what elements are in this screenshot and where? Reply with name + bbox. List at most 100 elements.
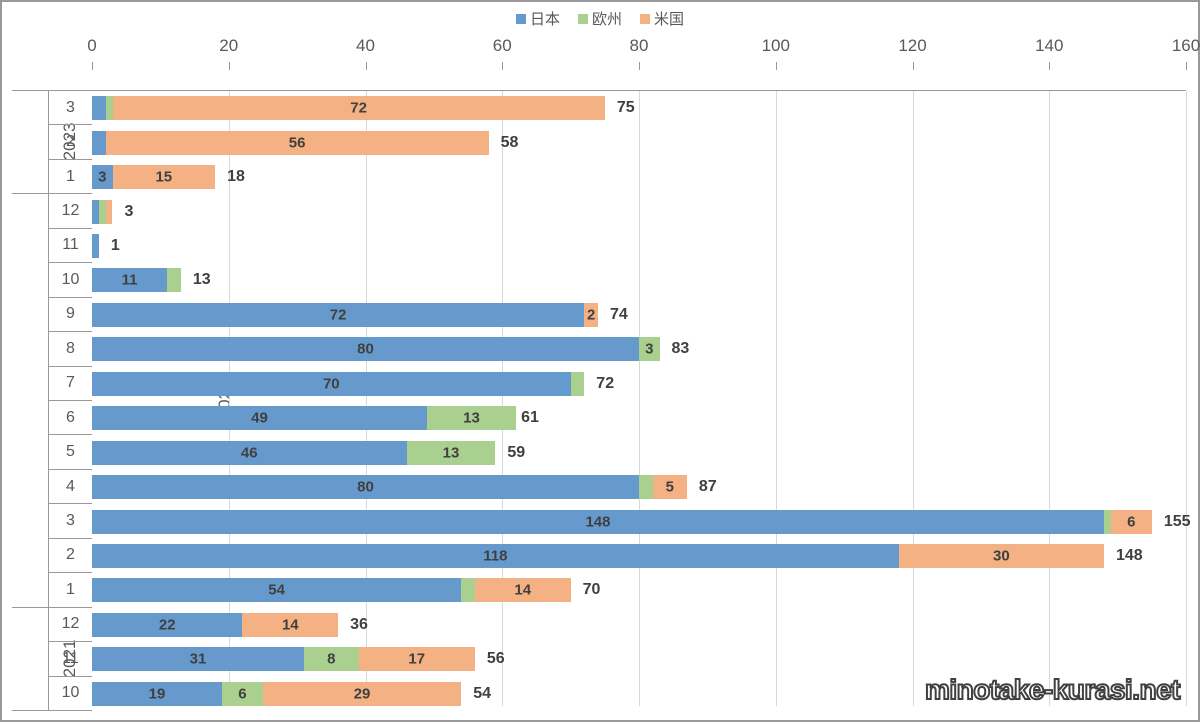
bar-segment-us: 14: [475, 578, 571, 602]
bar-segment-jp: [92, 234, 99, 258]
segment-value-label: 5: [666, 479, 674, 496]
bar-segment-us: 6: [1111, 510, 1152, 534]
segment-value-label: 6: [238, 685, 246, 702]
bar-segment-us: 14: [242, 613, 338, 637]
bar-segment-us: 5: [653, 475, 687, 499]
bar-segment-jp: 49: [92, 406, 427, 430]
bar-segment-jp: 31: [92, 647, 304, 671]
gridline: [1186, 91, 1187, 706]
bar-segment-eu: [571, 372, 585, 396]
legend-label: 欧州: [592, 8, 622, 29]
month-axis-column: 321121110987654321121110: [48, 90, 92, 706]
segment-value-label: 29: [354, 685, 371, 702]
segment-value-label: 80: [357, 341, 374, 358]
x-tick-mark: [229, 62, 230, 70]
bar-row: 541470: [92, 573, 1186, 607]
segment-value-label: 13: [443, 444, 460, 461]
legend: 日本 欧州 米国: [2, 8, 1198, 29]
bar-row: 3181756: [92, 642, 1186, 676]
month-label: 1: [48, 159, 92, 193]
bar-row: 221436: [92, 608, 1186, 642]
x-tick-label: 120: [898, 36, 926, 56]
segment-value-label: 80: [357, 479, 374, 496]
bar-row: 7072: [92, 367, 1186, 401]
total-value-label: 56: [487, 650, 505, 668]
total-value-label: 148: [1116, 547, 1143, 565]
month-label: 3: [48, 90, 92, 124]
bar-segment-jp: 22: [92, 613, 242, 637]
bar-segment-jp: 72: [92, 303, 584, 327]
x-tick-mark: [1186, 62, 1187, 70]
bar-segment-jp: [92, 200, 99, 224]
x-tick-label: 80: [630, 36, 649, 56]
month-label: 7: [48, 366, 92, 400]
month-label: 5: [48, 434, 92, 468]
bar-row: 72 75: [92, 91, 1186, 125]
total-value-label: 83: [672, 340, 690, 358]
bar-row: 80587: [92, 470, 1186, 504]
bar-row: 3: [92, 194, 1186, 228]
month-label: 2: [48, 538, 92, 572]
segment-value-label: 3: [645, 341, 653, 358]
total-value-label: 54: [473, 685, 491, 703]
watermark-text: minotake-kurasi.net: [925, 674, 1180, 706]
total-value-label: 74: [610, 306, 628, 324]
segment-value-label: 118: [483, 547, 507, 564]
month-label: 8: [48, 331, 92, 365]
bar-segment-jp: 80: [92, 337, 639, 361]
segment-value-label: 8: [327, 651, 335, 668]
segment-value-label: 46: [241, 444, 258, 461]
month-label: 12: [48, 193, 92, 227]
bar-segment-us: 15: [113, 165, 216, 189]
month-label: 10: [48, 262, 92, 296]
segment-value-label: 22: [159, 616, 176, 633]
month-label: 4: [48, 469, 92, 503]
segment-value-label: 11: [122, 272, 138, 289]
bar-row: 1486155: [92, 504, 1186, 538]
legend-swatch: [516, 14, 526, 24]
bar-segment-eu: [461, 578, 475, 602]
bar-segment-jp: 54: [92, 578, 461, 602]
legend-label: 米国: [654, 8, 684, 29]
segment-value-label: 30: [993, 547, 1010, 564]
bar-row: 461359: [92, 435, 1186, 469]
bar-segment-jp: [92, 131, 106, 155]
total-value-label: 75: [617, 99, 635, 117]
x-tick-mark: [92, 62, 93, 70]
total-value-label: 13: [193, 271, 211, 289]
total-value-label: 61: [521, 409, 539, 427]
legend-label: 日本: [530, 8, 560, 29]
segment-value-label: 72: [350, 100, 367, 117]
x-tick-label: 140: [1035, 36, 1063, 56]
segment-value-label: 31: [190, 651, 207, 668]
bar-segment-jp: 19: [92, 682, 222, 706]
bar-segment-us: 56: [106, 131, 489, 155]
bar-row: 1: [92, 229, 1186, 263]
bar-row: 4913 61: [92, 401, 1186, 435]
legend-item: 米国: [640, 8, 684, 29]
month-label: 9: [48, 297, 92, 331]
total-value-label: 58: [501, 134, 519, 152]
bar-row: 118 30 148: [92, 539, 1186, 573]
x-tick-mark: [366, 62, 367, 70]
bar-segment-eu: [99, 200, 106, 224]
bar-segment-jp: 148: [92, 510, 1104, 534]
month-label: 1: [48, 572, 92, 606]
month-label: 12: [48, 607, 92, 641]
legend-item: 日本: [516, 8, 560, 29]
x-tick-mark: [1049, 62, 1050, 70]
month-label: 11: [48, 228, 92, 262]
total-value-label: 1: [111, 237, 120, 255]
bar-segment-eu: 3: [639, 337, 660, 361]
bar-segment-jp: 3: [92, 165, 113, 189]
legend-swatch: [640, 14, 650, 24]
bar-row: 56 58: [92, 125, 1186, 159]
bar-segment-eu: [1104, 510, 1111, 534]
x-tick-mark: [502, 62, 503, 70]
bar-segment-eu: 13: [427, 406, 516, 430]
bar-segment-jp: 70: [92, 372, 571, 396]
bar-segment-jp: 118: [92, 544, 899, 568]
bar-segment-jp: 46: [92, 441, 407, 465]
segment-value-label: 6: [1127, 513, 1135, 530]
segment-value-label: 54: [268, 582, 285, 599]
